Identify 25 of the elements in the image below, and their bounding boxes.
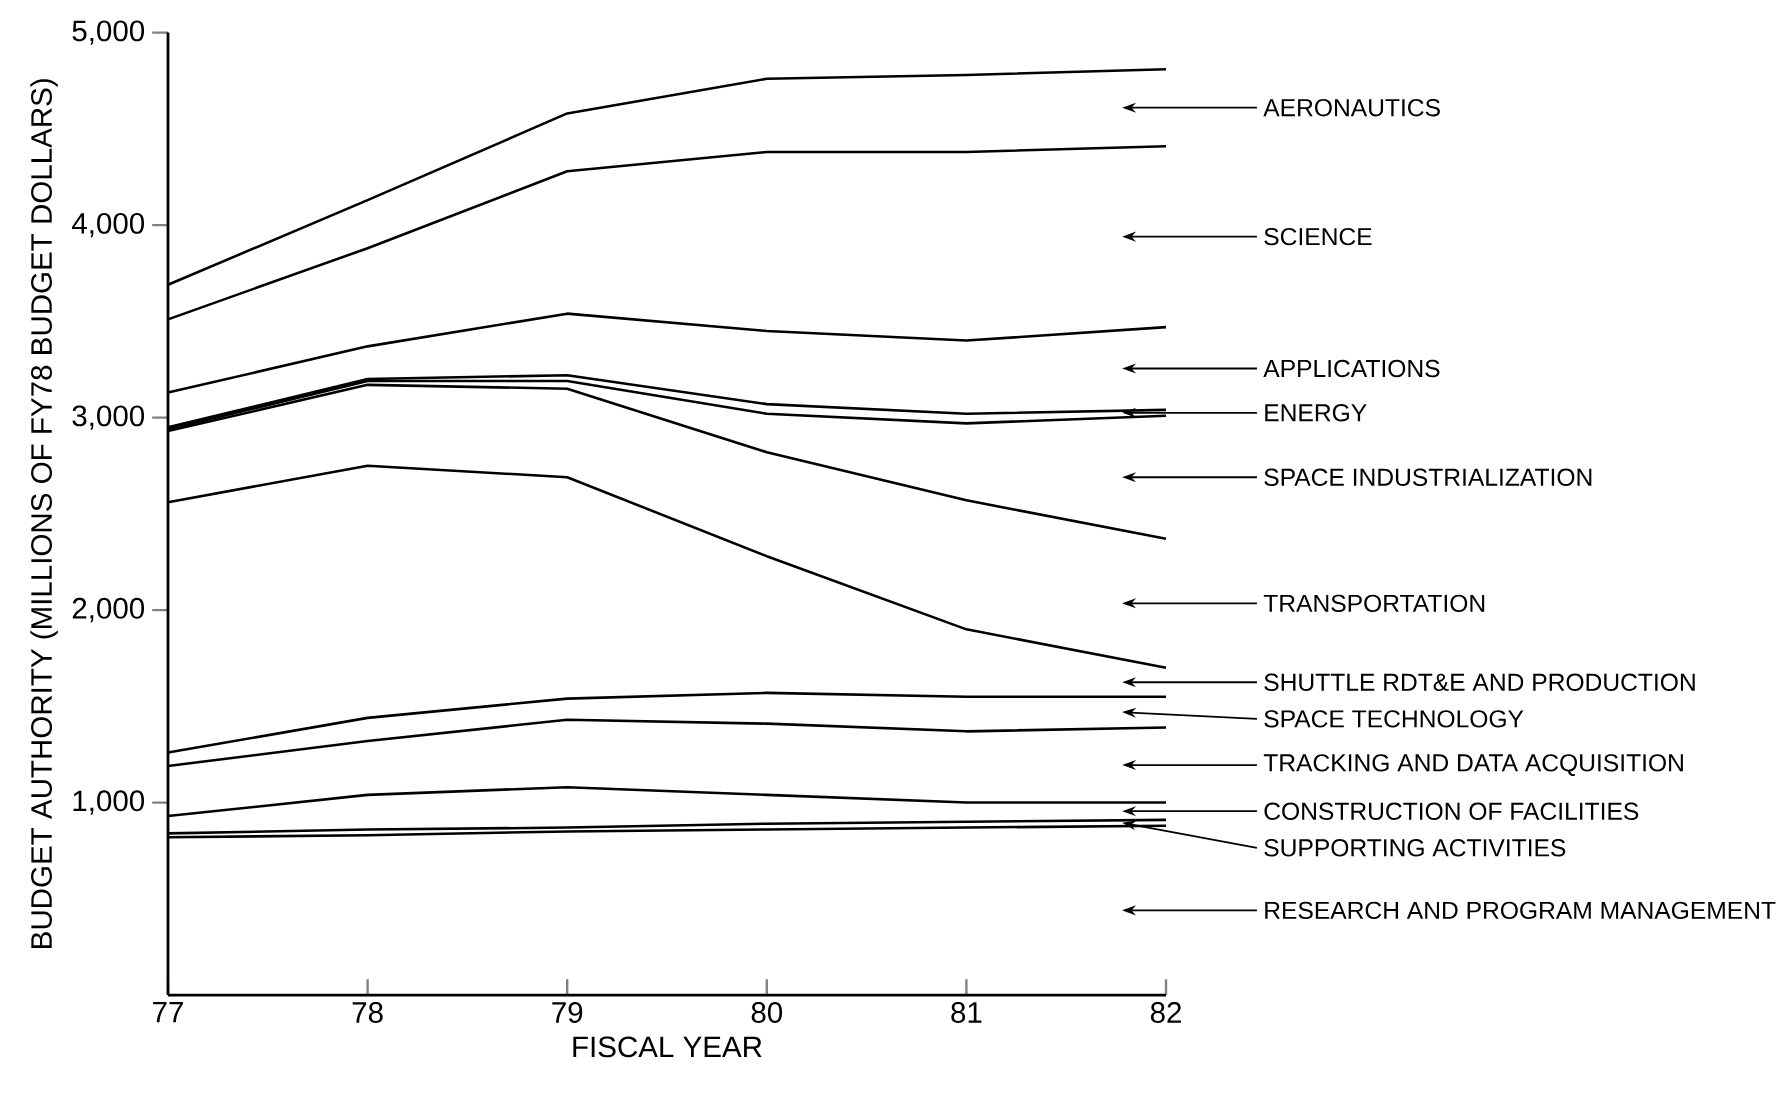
text: SCIENCE — [1264, 228, 1372, 246]
text: TRACKING AND DATA ACQUISITION — [1263, 754, 1683, 777]
text: SPACE TECHNOLOGY — [1264, 710, 1524, 728]
text: CONSTRUCTION OF FACILITIES — [1264, 802, 1639, 821]
y-tick-label: 5,000 — [72, 20, 145, 45]
y-tick-label: 1,000 — [73, 790, 145, 815]
x-tick-label: 79 — [552, 1002, 583, 1024]
x-tick-label: 82 — [1150, 1002, 1181, 1024]
x-axis-title: FISCAL YEAR — [573, 1036, 762, 1058]
text: ENERGY — [1265, 404, 1367, 422]
x-tick-label: 81 — [951, 1002, 982, 1024]
y-tick-label: 2,000 — [72, 598, 145, 623]
x-tick-label: 80 — [751, 1002, 783, 1024]
y-axis-title: BUDGET AUTHORITY (MILLIONS OF FY78 BUDGET DOLLARS) — [30, 79, 58, 949]
x-tick-label: 77 — [153, 1002, 183, 1023]
text: SUPPORTING ACTIVITIES — [1264, 839, 1566, 857]
text: TRANSPORTATION — [1263, 594, 1485, 613]
x-tick-label: 78 — [352, 1002, 383, 1024]
text: AERONAUTICS — [1263, 99, 1440, 117]
text: SHUTTLE RDT&E AND PRODUCTION — [1264, 673, 1695, 692]
text: SPACE INDUSTRIALIZATION — [1264, 468, 1592, 487]
y-tick-label: 4,000 — [71, 213, 145, 238]
text: APPLICATIONS — [1263, 359, 1440, 378]
y-tick-label: 3,000 — [72, 405, 145, 430]
text: RESEARCH AND PROGRAM MANAGEMENT — [1265, 901, 1776, 920]
